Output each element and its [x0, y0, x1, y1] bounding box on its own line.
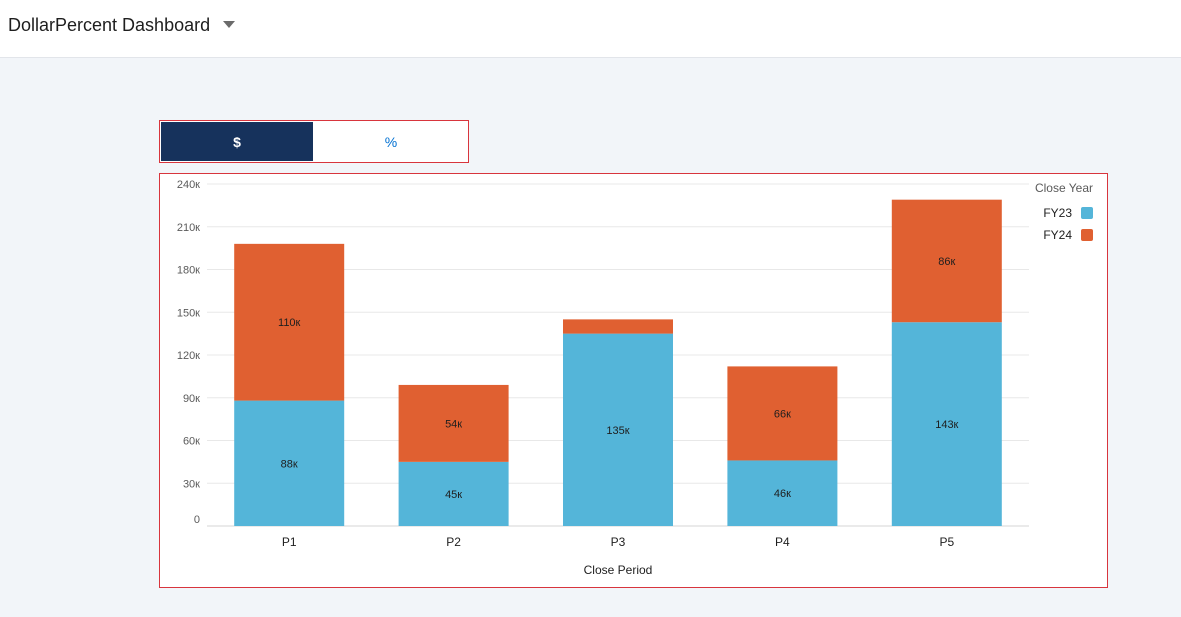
data-label: 86к [938, 256, 955, 268]
data-label: 88к [281, 458, 298, 470]
stacked-bar-chart: 0 30к 60к 90к 120к 150к 180к 210к 240к 88к 110к P1 4… [177, 179, 1093, 577]
x-tick-label: P5 [939, 535, 954, 549]
data-label: 66к [774, 408, 791, 420]
y-tick-label: 90к [183, 393, 200, 405]
legend-swatch [1081, 207, 1093, 219]
chart-container: 0 30к 60к 90к 120к 150к 180к 210к 240к 88к 110к P1 4… [159, 173, 1108, 588]
bar-fy23-p4 [727, 460, 838, 526]
y-tick-label: 210к [177, 222, 200, 234]
x-tick-label: P3 [611, 535, 626, 549]
data-label: 143к [935, 419, 958, 431]
bar-fy24-p3 [563, 319, 673, 334]
header-bar: DollarPercent Dashboard [0, 0, 1181, 58]
y-tick-label: 120к [177, 350, 200, 362]
bar-fy24-p1 [234, 243, 345, 401]
bar-fy23-p1 [234, 400, 345, 526]
chevron-down-icon[interactable] [223, 21, 235, 28]
dollar-button[interactable]: $ [160, 121, 314, 162]
y-tick-label: 180к [177, 265, 200, 277]
data-label: 46к [774, 488, 791, 500]
x-tick-label: P1 [282, 535, 297, 549]
bar-fy23-p2 [398, 461, 509, 526]
page-title: DollarPercent Dashboard [8, 15, 211, 35]
y-tick-label: 240к [177, 179, 200, 191]
data-label: 135к [606, 425, 629, 437]
y-tick-label: 30к [183, 478, 200, 490]
bar-fy24-p4 [727, 366, 838, 461]
x-tick-label: P2 [446, 535, 461, 549]
legend-title: Close Year [1035, 181, 1093, 195]
dollar-percent-toggle: $ % [159, 120, 469, 163]
legend-label: FY23 [1043, 206, 1072, 220]
bar-fy24-p2 [398, 384, 509, 462]
data-label: 54к [445, 418, 462, 430]
legend-label: FY24 [1043, 228, 1072, 242]
y-tick-label: 60к [183, 436, 200, 448]
bar-fy23-p5 [891, 322, 1002, 526]
x-tick-label: P4 [775, 535, 790, 549]
y-tick-label: 0 [194, 514, 200, 526]
percent-button[interactable]: % [384, 133, 398, 150]
legend-swatch [1081, 229, 1093, 241]
x-axis-label: Close Period [584, 563, 653, 577]
data-label: 45к [445, 489, 462, 501]
bar-fy24-p5 [891, 199, 1002, 323]
y-tick-label: 150к [177, 307, 200, 319]
bar-fy23-p3 [563, 333, 673, 526]
data-label: 110к [278, 317, 301, 329]
